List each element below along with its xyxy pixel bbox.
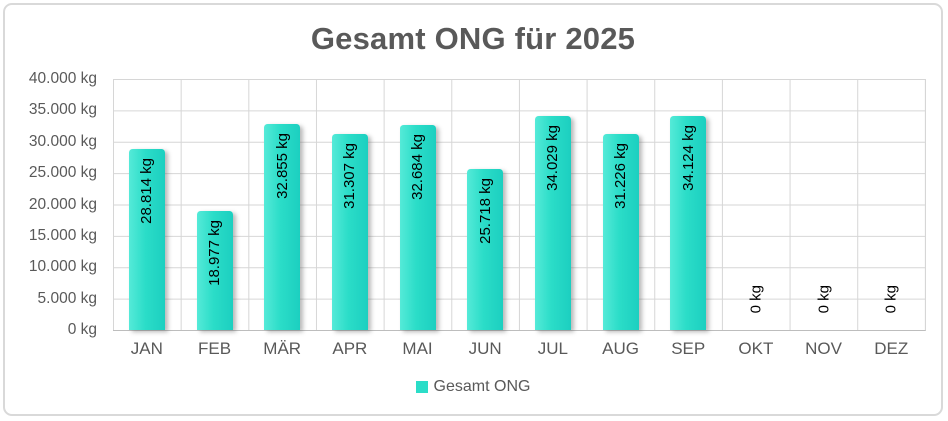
bar-mai[interactable]: 32.684 kg: [399, 124, 436, 330]
x-axis-label-nov: NOV: [805, 339, 842, 358]
y-axis-tick-label: 15.000 kg: [28, 226, 97, 244]
y-axis-tick-label: 35.000 kg: [28, 101, 97, 119]
chart-container: Gesamt ONG für 2025 40.000 kg 35.000 kg 30…: [3, 3, 943, 416]
legend-label: Gesamt ONG: [433, 378, 531, 395]
bar-jul[interactable]: 34.029 kg: [534, 116, 571, 330]
bar-value-label: 34.124 kg: [679, 124, 697, 191]
bar-value-label: 0 kg: [882, 284, 900, 313]
x-axis: JAN FEB MÄR APR MAI JUN JUL AUG SEP OKT NOV DEZ: [113, 339, 925, 359]
y-axis-tick-label: 30.000 kg: [28, 132, 97, 150]
x-axis-label-aug: AUG: [602, 339, 639, 358]
y-axis-tick-label: 25.000 kg: [28, 164, 97, 182]
bar-value-label-nov: 0 kg: [815, 284, 832, 318]
x-axis-label-jul: JUL: [537, 339, 568, 358]
bar-value-label: 0 kg: [815, 284, 832, 313]
y-axis-tick-label: 20.000 kg: [28, 195, 97, 213]
chart-title: Gesamt ONG für 2025: [310, 21, 636, 56]
y-axis-tick-label: 5.000 kg: [37, 289, 97, 307]
x-axis-label-dez: DEZ: [874, 339, 909, 358]
bar-value-label: 31.307 kg: [341, 142, 359, 209]
x-axis-label-mai: MAI: [402, 339, 433, 358]
x-axis-label-apr: APR: [332, 339, 368, 358]
bar-value-label: 32.684 kg: [409, 133, 426, 200]
bar-apr[interactable]: 31.307 kg: [331, 133, 368, 330]
bar-value-label: 25.718 kg: [476, 177, 494, 244]
bar-value-label-dez: 0 kg: [882, 284, 900, 318]
bar-jun[interactable]: 25.718 kg: [467, 168, 504, 330]
bar-jan[interactable]: 28.814 kg: [128, 149, 165, 330]
x-axis-label-feb: FEB: [197, 339, 232, 358]
bar-value-label: 32.855 kg: [273, 132, 291, 199]
plot-area: 28.814 kg 18.977 kg 32.855 kg 31.307 kg 32.6…: [113, 79, 926, 331]
y-axis-tick-label: 10.000 kg: [28, 258, 97, 276]
x-axis-label-jun: JUN: [468, 339, 502, 358]
x-axis-label-sep: SEP: [671, 339, 706, 358]
x-axis-label-mar: MÄR: [263, 339, 302, 358]
bar-value-label: 34.029 kg: [544, 125, 562, 192]
legend-item[interactable]: Gesamt ONG: [5, 378, 941, 396]
y-axis-tick-label: 40.000 kg: [28, 70, 97, 87]
y-axis-tick-label: 0 kg: [67, 321, 97, 338]
bar-sep[interactable]: 34.124 kg: [670, 115, 707, 330]
x-axis-label-okt: OKT: [738, 339, 774, 358]
bar-value-label: 31.226 kg: [612, 143, 629, 209]
bar-value-label: 0 kg: [747, 284, 765, 313]
bar-mar[interactable]: 32.855 kg: [264, 123, 301, 330]
x-axis-label-jan: JAN: [130, 339, 163, 358]
bar-value-label-okt: 0 kg: [747, 284, 765, 318]
y-axis: 40.000 kg 35.000 kg 30.000 kg 25.000 kg 20.0…: [5, 70, 97, 338]
legend-swatch-icon: [415, 381, 428, 393]
bar-value-label: 18.977 kg: [206, 219, 223, 286]
bar-aug[interactable]: 31.226 kg: [602, 134, 639, 330]
bar-value-label: 28.814 kg: [138, 158, 156, 225]
bar-feb[interactable]: 18.977 kg: [196, 210, 233, 330]
